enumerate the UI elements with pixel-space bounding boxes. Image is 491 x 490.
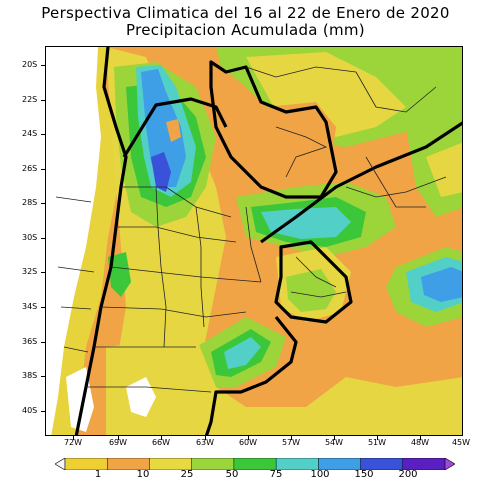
province-border xyxy=(245,66,357,78)
border-brazil-south xyxy=(260,121,462,244)
lon-tick xyxy=(205,436,206,440)
lat-tick xyxy=(41,169,45,170)
border-bolivia-argentina xyxy=(122,97,228,158)
colorbar-segment xyxy=(64,458,108,470)
province-border xyxy=(345,176,447,198)
lat-label-38s: 38S xyxy=(22,371,38,380)
field-uruguay-green xyxy=(286,269,336,312)
border-paraguay xyxy=(209,60,338,199)
lat-label-40s: 40S xyxy=(22,406,38,415)
colorbar xyxy=(55,458,455,470)
field-brazil-yellow xyxy=(426,142,462,197)
province-border xyxy=(295,256,337,288)
province-border xyxy=(290,291,347,298)
title-line-2: Precipitacion Acumulada (mm) xyxy=(126,21,365,39)
lat-tick xyxy=(41,134,45,135)
field-patagonia-yellow xyxy=(106,337,462,435)
field-nw-dblue xyxy=(151,152,171,192)
lon-label-48w: 48W xyxy=(410,438,430,447)
lon-tick xyxy=(334,436,335,440)
lat-label-22s: 22S xyxy=(22,95,38,104)
lat-tick xyxy=(41,307,45,308)
province-border xyxy=(245,206,262,283)
province-border xyxy=(55,196,92,203)
colorbar-label-25: 25 xyxy=(180,469,194,480)
colorbar-label-150: 150 xyxy=(354,469,374,480)
province-border xyxy=(275,126,328,178)
lon-tick xyxy=(420,436,421,440)
precipitation-map xyxy=(45,46,463,436)
province-border xyxy=(110,266,262,283)
province-border xyxy=(155,186,167,348)
lat-label-26s: 26S xyxy=(22,164,38,173)
lon-tick xyxy=(161,436,162,440)
province-borders xyxy=(55,66,447,393)
colorbar-label-10: 10 xyxy=(136,469,150,480)
colorbar-left-arrow xyxy=(55,458,66,470)
colorbar-label-75: 75 xyxy=(269,469,283,480)
lon-label-57w: 57W xyxy=(281,438,301,447)
lon-tick xyxy=(248,436,249,440)
border-uruguay xyxy=(274,240,353,324)
map-canvas xyxy=(46,47,462,435)
province-border xyxy=(121,186,232,218)
map-title: Perspectiva Climatica del 16 al 22 de En… xyxy=(0,5,491,39)
lon-label-51w: 51W xyxy=(367,438,387,447)
border-ba-coast xyxy=(204,316,298,435)
lat-tick xyxy=(41,411,45,412)
field-chile-dry xyxy=(46,47,101,435)
title-line-1: Perspectiva Climatica del 16 al 22 de En… xyxy=(41,4,450,22)
lon-tick xyxy=(73,436,74,440)
lat-tick xyxy=(41,272,45,273)
province-border xyxy=(365,156,426,208)
field-cuyo-green xyxy=(108,252,131,297)
lat-label-32s: 32S xyxy=(22,267,38,276)
lon-label-69w: 69W xyxy=(108,438,128,447)
province-border xyxy=(100,306,247,318)
lat-tick xyxy=(41,100,45,101)
lat-tick xyxy=(41,376,45,377)
lon-label-72w: 72W xyxy=(63,438,83,447)
field-central-cyan xyxy=(261,207,351,239)
field-para-orange xyxy=(266,102,336,187)
province-border xyxy=(57,266,95,273)
lon-label-45w: 45W xyxy=(451,438,471,447)
lat-label-20s: 20S xyxy=(22,60,38,69)
lon-label-66w: 66W xyxy=(151,438,171,447)
colorbar-segments xyxy=(64,458,446,470)
lat-label-36s: 36S xyxy=(22,337,38,346)
lat-tick xyxy=(41,342,45,343)
lon-tick xyxy=(291,436,292,440)
lon-label-54w: 54W xyxy=(324,438,344,447)
colorbar-label-50: 50 xyxy=(225,469,239,480)
province-border xyxy=(63,346,89,353)
lat-tick xyxy=(41,238,45,239)
lon-label-63w: 63W xyxy=(195,438,215,447)
province-border xyxy=(355,71,437,113)
lon-tick xyxy=(377,436,378,440)
province-border xyxy=(60,306,92,310)
lon-tick xyxy=(118,436,119,440)
colorbar-label-1: 1 xyxy=(94,469,102,480)
lat-label-34s: 34S xyxy=(22,302,38,311)
lon-label-60w: 60W xyxy=(238,438,258,447)
colorbar-right-arrow xyxy=(444,458,455,470)
colorbar-label-200: 200 xyxy=(398,469,418,480)
province-border xyxy=(86,386,212,393)
province-border xyxy=(195,206,205,328)
lat-label-24s: 24S xyxy=(22,129,38,138)
field-atlantic-blue xyxy=(421,267,462,302)
lat-tick xyxy=(41,203,45,204)
colorbar-label-100: 100 xyxy=(310,469,330,480)
field-ba-cyan xyxy=(224,337,261,369)
lat-label-30s: 30S xyxy=(22,233,38,242)
lat-label-28s: 28S xyxy=(22,198,38,207)
lat-tick xyxy=(41,65,45,66)
field-nw-orange xyxy=(166,119,181,142)
province-border xyxy=(116,226,237,243)
